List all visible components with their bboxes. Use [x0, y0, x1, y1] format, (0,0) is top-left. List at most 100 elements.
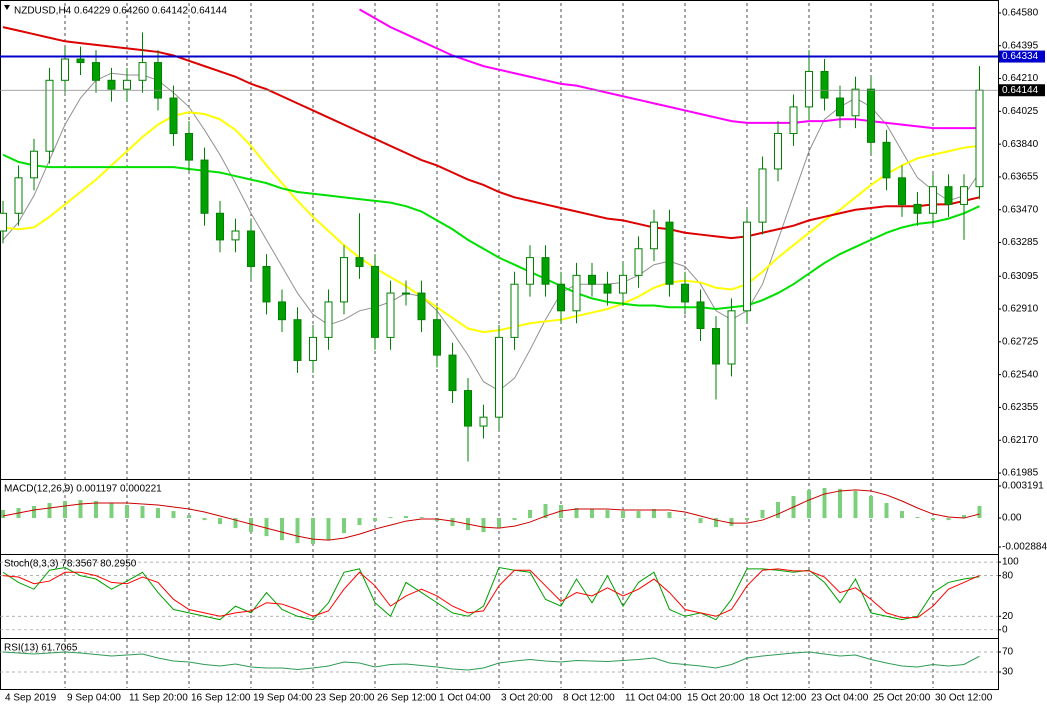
- candle-body: [975, 89, 984, 188]
- x-tick-label: 9 Sep 04:00: [67, 693, 121, 704]
- candle-body: [495, 336, 503, 418]
- candle-body: [758, 168, 767, 223]
- x-tick-label: 26 Sep 12:00: [377, 693, 437, 704]
- candle-body: [603, 283, 612, 294]
- x-tick-label: 23 Sep 20:00: [315, 693, 375, 704]
- series-line: [2, 153, 980, 311]
- candle-body: [138, 62, 147, 81]
- candle-body: [185, 132, 193, 161]
- candle-body: [355, 257, 364, 267]
- histogram-bar: [280, 518, 284, 541]
- last-price-label: 0.64144: [1002, 85, 1039, 96]
- histogram-bar: [822, 487, 827, 519]
- y-tick-label: 0.63285: [1002, 237, 1039, 248]
- histogram-bar: [450, 518, 455, 527]
- histogram-bar: [295, 518, 300, 544]
- pane: [0, 8, 984, 462]
- histogram-bar: [388, 517, 393, 519]
- last-price-box: [999, 84, 1045, 97]
- histogram-bar: [109, 502, 114, 519]
- series-line: [2, 489, 980, 541]
- histogram-bar: [218, 518, 222, 525]
- level-label: 0.64334: [1002, 51, 1039, 62]
- y-tick-label: 80: [1002, 570, 1014, 581]
- candle-body: [417, 292, 426, 321]
- histogram-bar: [249, 518, 253, 533]
- y-tick-label: 0.003191: [1002, 481, 1044, 492]
- y-tick-label: 0.61985: [1002, 468, 1039, 479]
- histogram-bar: [636, 511, 641, 519]
- candle-body: [386, 292, 395, 338]
- candle-body: [309, 336, 317, 361]
- histogram-bar: [714, 518, 718, 528]
- x-tick-label: 3 Oct 20:00: [501, 693, 553, 704]
- histogram-bar: [590, 509, 594, 519]
- candle-body: [944, 186, 953, 205]
- x-tick-label: 30 Oct 12:00: [935, 693, 993, 704]
- histogram-bar: [47, 502, 52, 519]
- histogram-bar: [962, 515, 966, 519]
- candle-body: [92, 62, 100, 81]
- x-tick-label: 23 Oct 04:00: [811, 693, 869, 704]
- pane: [0, 561, 998, 631]
- candle-body: [898, 177, 906, 205]
- candle-body: [216, 212, 224, 241]
- candle-body: [805, 70, 813, 108]
- candle-body: [448, 354, 457, 392]
- y-tick-label: 20: [1002, 611, 1014, 622]
- candle-body: [479, 416, 488, 427]
- candle-body: [76, 58, 85, 64]
- pane: [1, 487, 982, 545]
- y-tick-label: 0.64025: [1002, 106, 1039, 117]
- candle-body: [588, 274, 596, 285]
- candle-body: [464, 390, 472, 427]
- y-tick-label: 0.63655: [1002, 172, 1039, 183]
- histogram-bar: [373, 518, 377, 522]
- x-tick-label: 18 Oct 12:00: [749, 693, 807, 704]
- histogram-bar: [621, 511, 625, 519]
- histogram-bar: [838, 488, 842, 519]
- frame: [0, 0, 999, 690]
- candle-body: [696, 301, 705, 330]
- candle-body: [433, 319, 441, 356]
- candle-body: [712, 328, 720, 365]
- histogram-bar: [481, 518, 486, 533]
- histogram-bar: [946, 518, 951, 521]
- histogram-bar: [931, 518, 935, 521]
- histogram-bar: [202, 518, 207, 521]
- candle-body: [960, 186, 968, 205]
- x-tick-label: 1 Oct 04:00: [439, 693, 491, 704]
- series-line: [2, 72, 980, 392]
- series-line: [2, 111, 980, 334]
- x-tick-label: 25 Oct 20:00: [873, 693, 931, 704]
- histogram-bar: [745, 518, 749, 521]
- pane-title: RSI(13) 61.7065: [4, 643, 78, 654]
- candle-body: [572, 274, 581, 312]
- x-tick-label: 4 Sep 2019: [5, 693, 57, 704]
- candle-body: [30, 150, 38, 179]
- y-tick-label: 0: [1002, 624, 1008, 635]
- histogram-bar: [807, 489, 811, 519]
- histogram-bar: [512, 518, 517, 521]
- y-tick-label: 0.63840: [1002, 139, 1039, 150]
- candle-body: [510, 283, 519, 338]
- x-tick-label: 8 Oct 12:00: [563, 693, 615, 704]
- candle-body: [293, 319, 302, 361]
- candle-body: [557, 283, 565, 312]
- histogram-bar: [357, 518, 362, 526]
- candle-body: [634, 248, 643, 276]
- histogram-bar: [683, 518, 687, 519]
- candle-body: [154, 62, 162, 99]
- y-tick-label: 100: [1002, 557, 1019, 568]
- histogram-bar: [311, 518, 315, 545]
- candle-body: [913, 203, 922, 214]
- candle-body: [371, 265, 379, 338]
- candle-body: [231, 230, 240, 241]
- histogram-bar: [915, 517, 920, 519]
- y-tick-label: 0.63470: [1002, 204, 1039, 215]
- candle-body: [247, 230, 255, 267]
- histogram-bar: [342, 518, 346, 534]
- histogram-bar: [187, 515, 191, 519]
